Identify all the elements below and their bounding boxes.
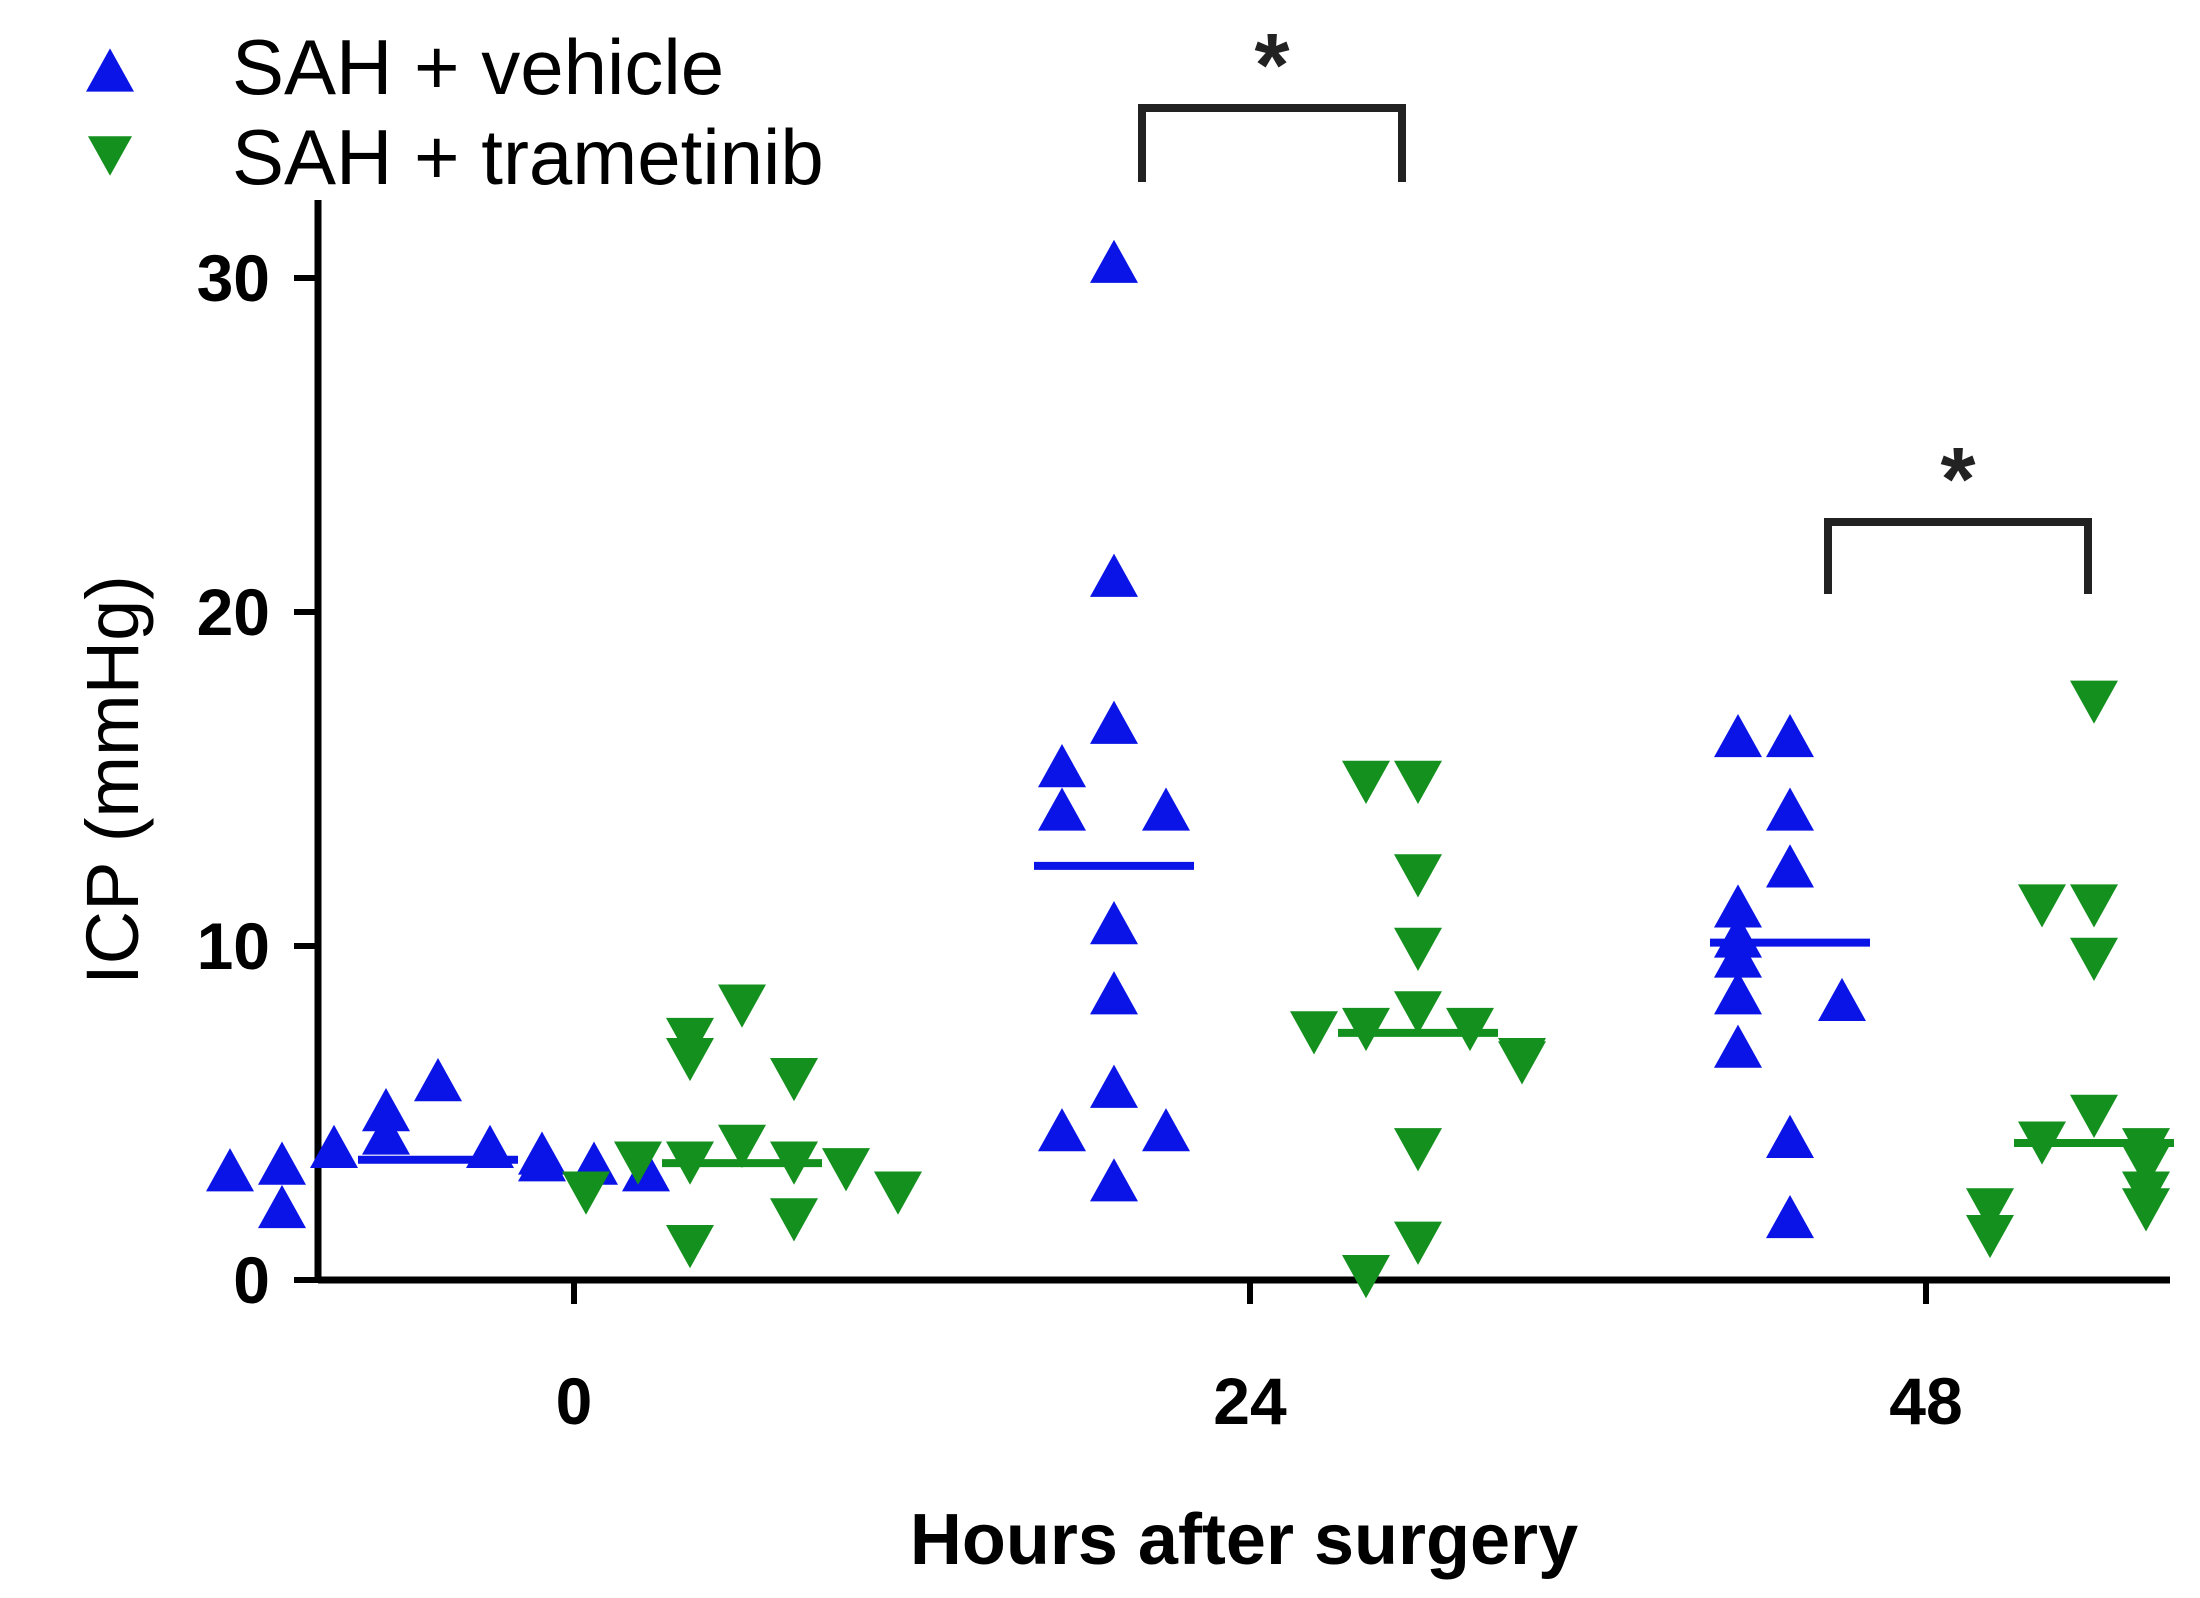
- point-trametinib-24h-2: [1394, 854, 1442, 898]
- x-tick-label-48: 48: [1889, 1364, 1962, 1438]
- legend-marker-vehicle-icon: [86, 48, 134, 92]
- sig-bracket-48h: [1824, 518, 2092, 594]
- point-vehicle-48h-1: [1714, 713, 1762, 758]
- point-trametinib-0h-4: [718, 1124, 766, 1168]
- legend-triangle-up-icon: [86, 48, 134, 92]
- point-trametinib-24h-4: [1394, 991, 1442, 1035]
- point-vehicle-24h-11: [1090, 1158, 1138, 1202]
- point-trametinib-48h-11: [1966, 1214, 2014, 1259]
- y-tick-label-10: 10: [197, 909, 270, 983]
- y-tick-label-0: 0: [233, 1243, 270, 1317]
- point-vehicle-24h-5: [1142, 787, 1190, 831]
- legend-label-trametinib: SAH + trametinib: [232, 113, 824, 201]
- point-vehicle-0h-2: [362, 1111, 410, 1155]
- point-trametinib-24h-3: [1394, 927, 1442, 971]
- point-vehicle-48h-7: [1714, 971, 1762, 1015]
- point-vehicle-24h-7: [1090, 971, 1138, 1015]
- median-lines: [358, 861, 2174, 1168]
- point-trametinib-24h-0: [1394, 760, 1442, 804]
- point-trametinib-0h-7: [614, 1141, 662, 1185]
- point-vehicle-0h-7: [258, 1141, 306, 1185]
- point-vehicle-0h-0: [414, 1058, 462, 1102]
- point-trametinib-24h-7: [1290, 1011, 1338, 1055]
- axes: 0 10 20 30 0 24 48: [197, 200, 2170, 1438]
- point-trametinib-0h-12: [666, 1225, 714, 1269]
- point-vehicle-0h-4: [310, 1124, 358, 1168]
- y-ticks: 0 10 20 30: [197, 241, 318, 1317]
- point-vehicle-48h-8: [1818, 977, 1866, 1022]
- point-vehicle-24h-4: [1038, 787, 1086, 831]
- sig-bracket-24h: [1138, 104, 1406, 182]
- point-vehicle-48h-2: [1766, 787, 1814, 831]
- point-trametinib-0h-2: [666, 1037, 714, 1082]
- point-vehicle-0h-1: [362, 1088, 410, 1132]
- data-points: [206, 239, 2170, 1299]
- point-vehicle-0h-6: [518, 1138, 566, 1182]
- point-trametinib-48h-9: [2122, 1188, 2170, 1232]
- y-tick-label-30: 30: [197, 241, 270, 315]
- point-trametinib-48h-2: [2018, 884, 2066, 928]
- point-trametinib-24h-1: [1342, 760, 1390, 804]
- point-vehicle-24h-8: [1090, 1064, 1138, 1108]
- point-trametinib-0h-10: [874, 1171, 922, 1215]
- point-vehicle-48h-4: [1714, 884, 1762, 928]
- point-vehicle-48h-0: [1766, 713, 1814, 758]
- point-trametinib-48h-3: [2070, 937, 2118, 981]
- x-tick-label-0: 0: [556, 1364, 593, 1438]
- legend: SAH + vehicle SAH + trametinib: [86, 23, 824, 201]
- point-vehicle-24h-6: [1090, 901, 1138, 945]
- point-trametinib-0h-11: [770, 1198, 818, 1242]
- x-axis-title: Hours after surgery: [910, 1500, 1578, 1580]
- legend-label-vehicle: SAH + vehicle: [232, 23, 724, 111]
- y-axis-title: ICP (mmHg): [71, 575, 154, 985]
- point-vehicle-24h-10: [1142, 1108, 1190, 1152]
- point-trametinib-24h-9: [1498, 1041, 1546, 1085]
- point-trametinib-0h-0: [718, 984, 766, 1028]
- point-trametinib-48h-1: [2070, 884, 2118, 928]
- point-trametinib-24h-11: [1394, 1221, 1442, 1265]
- significance-annotations: * *: [1138, 16, 2092, 594]
- point-trametinib-0h-3: [770, 1058, 818, 1102]
- point-vehicle-24h-3: [1038, 744, 1086, 788]
- point-vehicle-48h-10: [1766, 1114, 1814, 1158]
- x-ticks: 0 24 48: [556, 1280, 1963, 1438]
- point-trametinib-0h-9: [562, 1171, 610, 1215]
- point-trametinib-24h-12: [1342, 1255, 1390, 1299]
- point-vehicle-24h-0: [1090, 239, 1138, 283]
- point-vehicle-24h-2: [1090, 700, 1138, 744]
- point-trametinib-48h-0: [2070, 680, 2118, 724]
- sig-star-24h: *: [1254, 16, 1289, 116]
- point-vehicle-48h-6: [1714, 934, 1762, 978]
- point-trametinib-48h-4: [2070, 1094, 2118, 1138]
- legend-triangle-down-icon: [88, 136, 132, 176]
- point-vehicle-0h-11: [258, 1184, 306, 1229]
- point-trametinib-48h-7: [2122, 1144, 2170, 1189]
- point-vehicle-48h-9: [1714, 1024, 1762, 1068]
- y-tick-label-20: 20: [197, 575, 270, 649]
- point-vehicle-48h-11: [1766, 1194, 1814, 1239]
- point-vehicle-0h-9: [206, 1148, 254, 1192]
- sig-star-48h: *: [1940, 430, 1975, 530]
- point-vehicle-24h-9: [1038, 1108, 1086, 1152]
- point-trametinib-0h-8: [822, 1148, 870, 1192]
- point-trametinib-24h-10: [1394, 1128, 1442, 1172]
- x-tick-label-24: 24: [1213, 1364, 1287, 1438]
- point-vehicle-48h-3: [1766, 844, 1814, 888]
- legend-marker-trametinib-icon: [88, 136, 132, 176]
- point-trametinib-48h-10: [1966, 1188, 2014, 1232]
- point-vehicle-24h-1: [1090, 553, 1138, 597]
